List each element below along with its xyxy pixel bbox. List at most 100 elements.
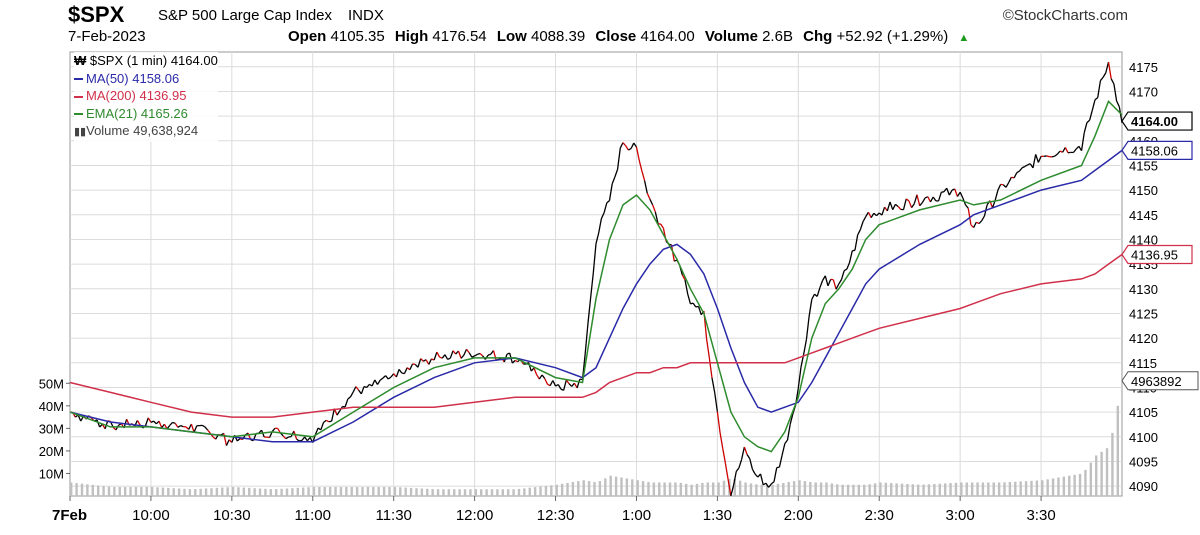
volume-bar <box>560 483 564 496</box>
y-tick-label: 4120 <box>1129 331 1158 346</box>
volume-bar <box>1008 482 1012 496</box>
volume-bar <box>231 486 235 496</box>
price-segment <box>635 146 640 161</box>
price-segment <box>735 467 740 472</box>
volume-bar <box>679 482 683 496</box>
price-segment <box>565 379 570 385</box>
volume-bar <box>960 482 963 496</box>
price-segment <box>714 392 719 412</box>
volume-bar <box>701 482 704 496</box>
price-segment <box>479 352 484 357</box>
volume-bar <box>1095 455 1098 496</box>
volume-bar <box>431 489 434 496</box>
price-segment <box>457 350 462 359</box>
volume-bar <box>544 485 548 496</box>
price-segment <box>929 196 934 203</box>
price-segment <box>563 379 567 391</box>
ma50-line <box>69 149 1123 443</box>
volume-bar <box>841 484 844 496</box>
volume-bar <box>749 483 753 496</box>
price-segment <box>789 413 794 425</box>
volume-bar <box>706 482 709 496</box>
volume-bar <box>970 482 974 496</box>
price-segment <box>282 435 287 440</box>
price-segment <box>697 306 702 315</box>
volume-bar <box>976 482 979 496</box>
price-segment <box>835 283 840 290</box>
chart-date: 7-Feb-2023 <box>68 28 146 45</box>
price-segment <box>1046 155 1050 158</box>
price-segment <box>625 145 629 151</box>
y-tick-label: 4115 <box>1129 356 1157 371</box>
volume-bar <box>1014 481 1017 496</box>
price-segment <box>433 351 438 361</box>
price-segment <box>158 420 163 428</box>
price-segment <box>371 379 376 387</box>
price-segment <box>147 417 152 423</box>
volume-bar <box>625 478 629 496</box>
price-segment <box>638 159 643 171</box>
volume-bar <box>442 489 445 496</box>
volume-bar <box>291 488 294 496</box>
price-segment <box>1083 122 1088 133</box>
chart-legend: ₩ $SPX (1 min) 4164.00 MA(50) 4158.06 MA… <box>74 52 218 142</box>
volume-bar <box>96 485 100 496</box>
volume-bar <box>911 484 914 496</box>
price-segment <box>439 356 443 359</box>
volume-bar <box>436 489 440 496</box>
volume-bar <box>118 486 121 496</box>
price-segment <box>1011 176 1015 179</box>
price-segment <box>536 374 540 380</box>
price-segment <box>225 439 230 446</box>
volume-bar <box>215 487 219 496</box>
exchange-label: INDX <box>348 7 384 24</box>
volume-bar <box>177 488 181 496</box>
price-segment <box>965 204 969 209</box>
price-segment <box>468 352 473 358</box>
price-segment <box>557 384 562 390</box>
brand-link[interactable]: ©StockCharts.com <box>1002 7 1128 24</box>
price-segment <box>331 408 335 422</box>
price-segment <box>654 211 659 224</box>
price-segment <box>616 147 621 170</box>
x-tick-label: 2:00 <box>784 507 813 524</box>
price-segment <box>412 363 416 366</box>
legend-ma200: MA(200) 4136.95 <box>74 87 218 105</box>
price-segment <box>681 274 686 281</box>
volume-bar <box>469 489 472 496</box>
price-segment <box>1064 147 1069 154</box>
volume-bar <box>345 486 348 496</box>
volume-bar <box>685 483 688 496</box>
volume-bar <box>852 484 855 496</box>
volume-bar <box>248 487 251 496</box>
price-segment <box>719 432 724 449</box>
price-segment <box>190 423 195 433</box>
price-segment <box>1116 100 1120 107</box>
volume-bar <box>927 484 931 496</box>
price-segment <box>741 446 745 460</box>
value-tag <box>1121 244 1193 265</box>
volume-bar <box>113 486 116 496</box>
volume-bar <box>312 486 316 496</box>
price-segment <box>96 419 101 428</box>
price-segment <box>786 424 791 441</box>
volume-bar <box>226 487 229 496</box>
chg-label: Chg <box>803 28 833 45</box>
volume-bar <box>571 482 575 496</box>
volume-bar <box>172 488 175 496</box>
price-segment <box>722 448 727 464</box>
price-segment <box>614 169 619 178</box>
volume-bar <box>744 482 747 496</box>
price-segment <box>768 483 772 488</box>
volume-bar <box>906 483 909 496</box>
volume-bar <box>1024 481 1028 496</box>
price-segment <box>1018 167 1023 172</box>
y-tick-label: 4145 <box>1129 208 1158 223</box>
y-tick-label: 4175 <box>1129 60 1158 75</box>
price-segment <box>466 348 470 354</box>
price-segment <box>843 268 848 272</box>
volume-bar <box>301 487 305 496</box>
price-segment <box>538 374 543 380</box>
volume-bar <box>102 486 105 496</box>
volume-bar <box>75 483 78 496</box>
